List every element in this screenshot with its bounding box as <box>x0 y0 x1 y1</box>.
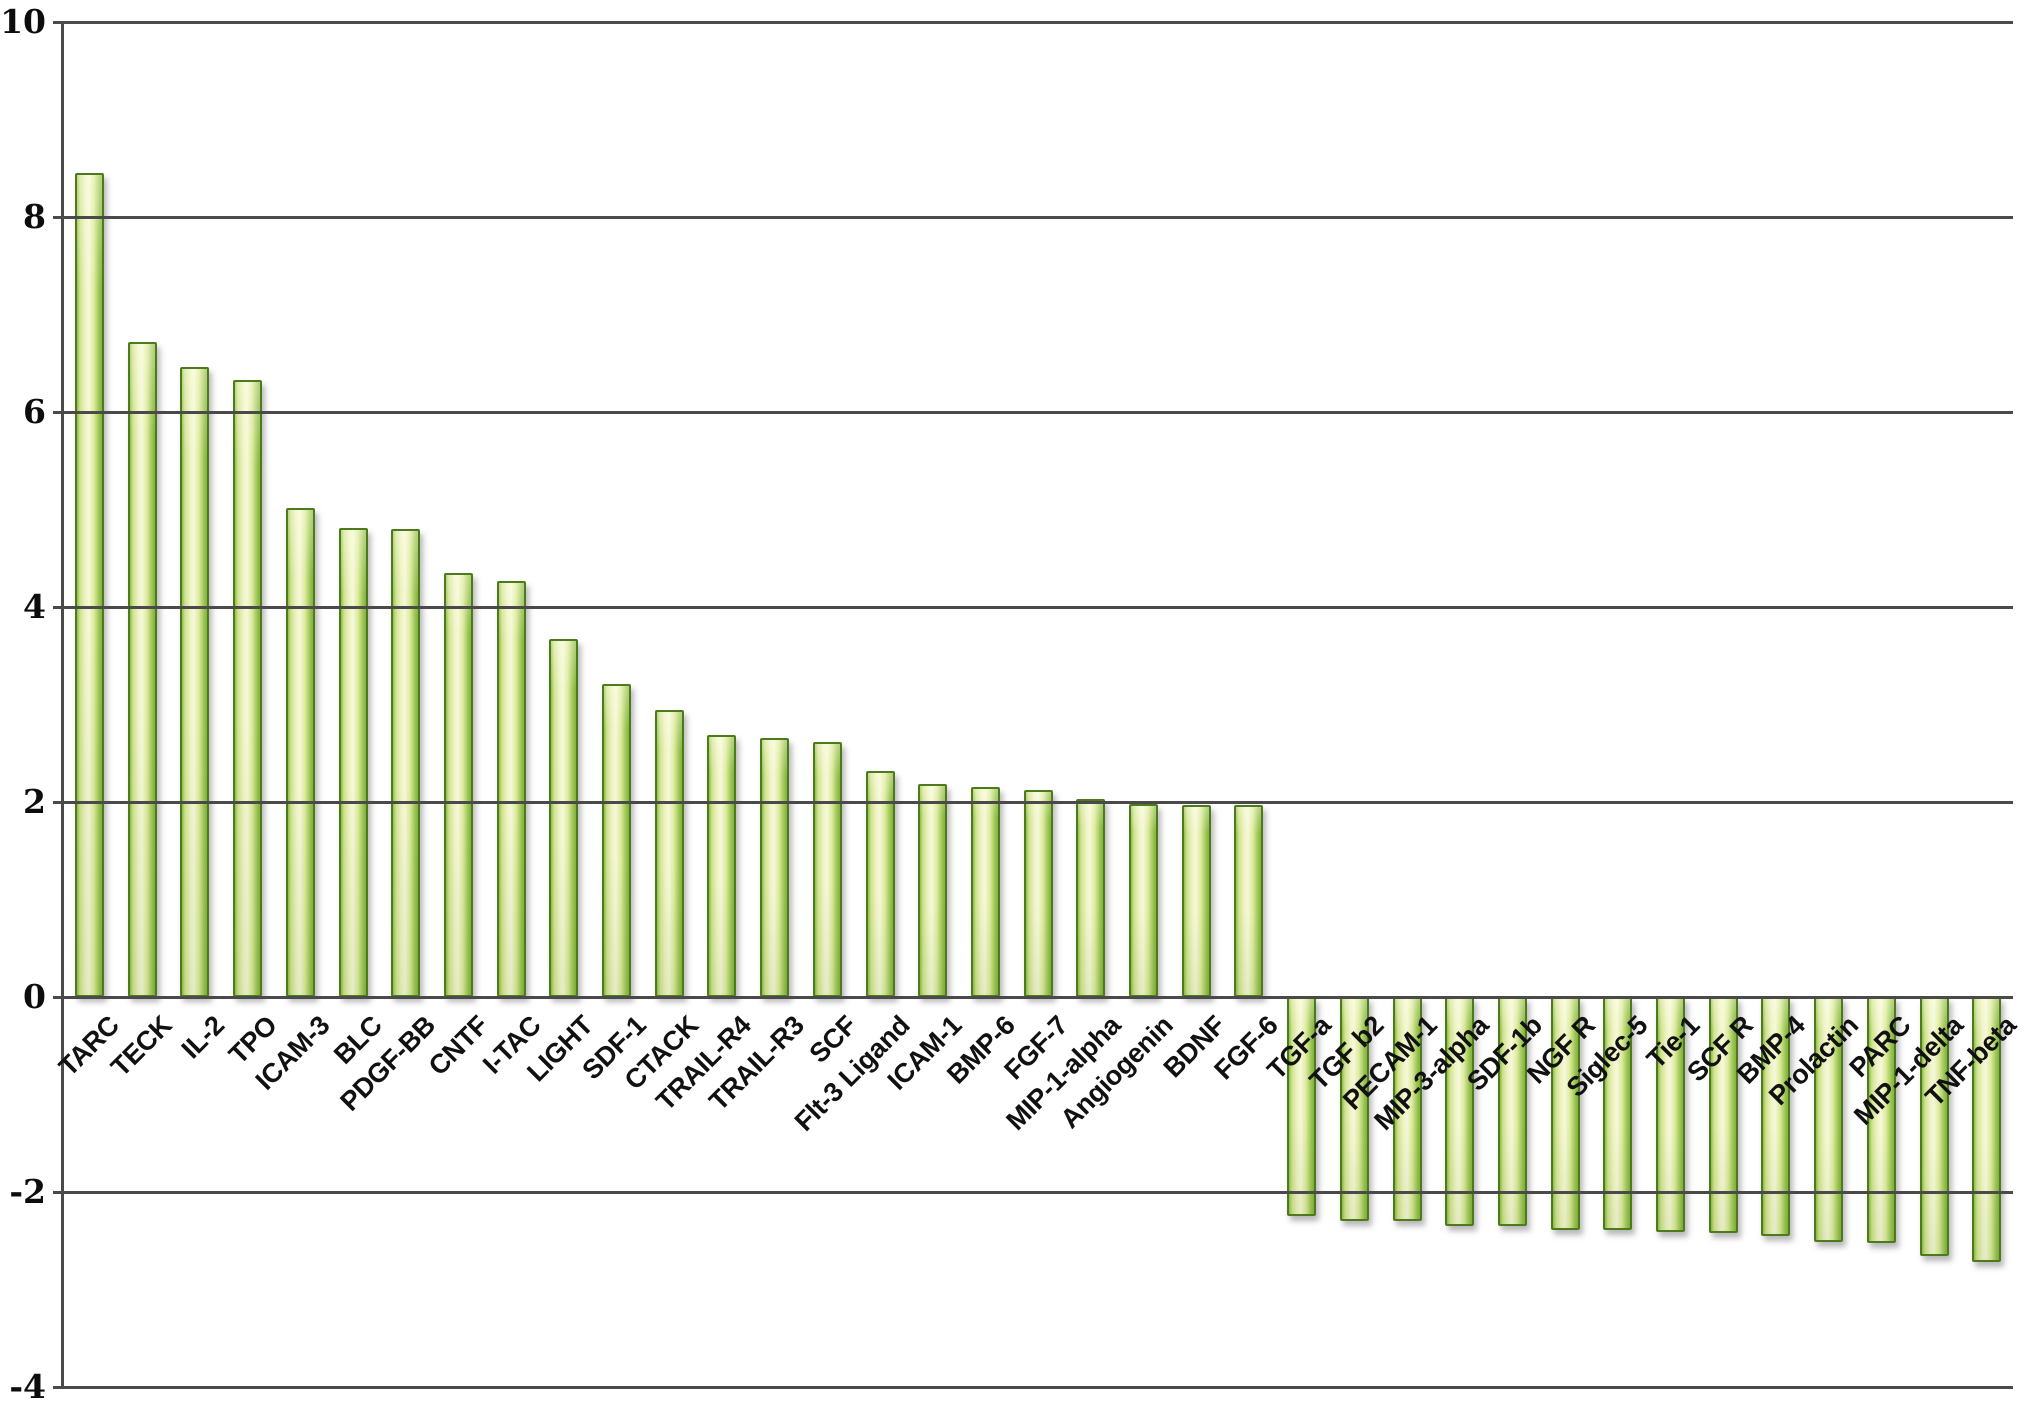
y-tick-label--4: -4 <box>9 1367 46 1406</box>
bar-PECAM-1 <box>1392 997 1422 1222</box>
bar-MIP-1-alpha <box>1076 799 1106 997</box>
bar-TNF-beta <box>1972 997 2002 1263</box>
bar-ICAM-3 <box>285 507 315 997</box>
bar-TRAIL-R4 <box>707 734 737 997</box>
bar-TRAIL-R3 <box>760 737 790 997</box>
bar-Prolactin <box>1814 997 1844 1242</box>
y-tick-label-4: 4 <box>23 587 46 626</box>
y-tick-label-0: 0 <box>23 977 46 1016</box>
bar-ICAM-1 <box>918 784 948 997</box>
y-tick-label-8: 8 <box>23 197 46 236</box>
bar-IL-2 <box>180 367 210 997</box>
bar-TGF b2 <box>1339 997 1369 1222</box>
bar-LIGHT <box>549 639 579 997</box>
gridline-y2 <box>53 800 2013 804</box>
category-label-IL-2: IL-2 <box>175 1010 231 1065</box>
bar-BLC <box>338 528 368 997</box>
y-tick-label-10: 10 <box>0 2 46 41</box>
gridline-y10 <box>53 20 2013 24</box>
bar-BMP-6 <box>970 787 1000 997</box>
bar-FGF-6 <box>1234 804 1264 997</box>
bar-Flt-3 Ligand <box>865 770 895 997</box>
bar-CTACK <box>654 710 684 997</box>
bar-I-TAC <box>496 580 526 997</box>
category-label-CNTF: CNTF <box>422 1010 494 1082</box>
bar-CNTF <box>443 572 473 997</box>
y-tick-label-2: 2 <box>23 782 46 821</box>
bar-BMP-4 <box>1761 997 1791 1236</box>
y-tick-label--2: -2 <box>9 1172 46 1211</box>
bar-SDF-1 <box>602 684 631 997</box>
gridline-y8 <box>53 215 2013 219</box>
bar-MIP-3-alpha <box>1445 997 1475 1227</box>
y-axis-spine <box>61 20 64 1389</box>
bar-FGF-7 <box>1023 790 1053 997</box>
gridline-y0 <box>53 995 2013 999</box>
bar-SCF <box>812 741 842 997</box>
bar-PDGF-BB <box>391 529 421 997</box>
bar-Angiogenin <box>1129 803 1158 997</box>
bar-BDNF <box>1181 804 1211 997</box>
category-label-TECK: TECK <box>105 1010 178 1083</box>
bar-PARC <box>1866 997 1896 1243</box>
bar-TGF-a <box>1287 997 1317 1217</box>
bar-TARC <box>75 173 104 997</box>
bar-TPO <box>233 379 263 997</box>
gridline-y-4 <box>53 1385 2013 1389</box>
bar-TECK <box>127 341 157 997</box>
gridline-y-2 <box>53 1190 2013 1194</box>
gridline-y6 <box>53 410 2013 414</box>
y-tick-label-6: 6 <box>23 392 46 431</box>
gridline-y4 <box>53 605 2013 609</box>
bar-SDF-1b <box>1497 997 1527 1227</box>
